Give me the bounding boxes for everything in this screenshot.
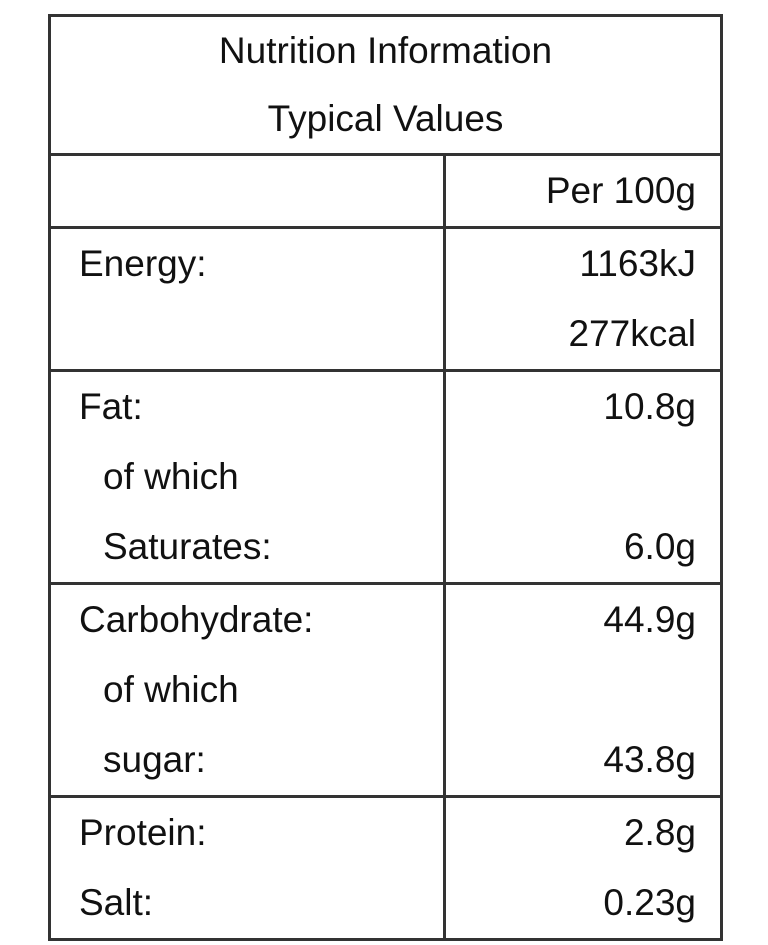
title-row: Nutrition Information Typical Values bbox=[48, 14, 723, 156]
nutrient-row: Energy: 1163kJ 277kcal bbox=[48, 226, 723, 372]
header-row: Per 100g bbox=[48, 153, 723, 229]
nutrient-value: 6.0g bbox=[623, 526, 696, 567]
label-cell: Energy: bbox=[48, 226, 446, 372]
label-cell: Carbohydrate: of which sugar: bbox=[48, 582, 446, 798]
nutrient-label: of which bbox=[103, 456, 239, 497]
header-cell: Per 100g bbox=[443, 153, 723, 229]
nutrient-row: Protein: Salt: 2.8g 0.23g bbox=[48, 795, 723, 941]
title-cell: Nutrition Information Typical Values bbox=[48, 14, 723, 156]
nutrient-label: of which bbox=[103, 669, 239, 710]
nutrient-label: Salt: bbox=[79, 882, 154, 923]
nutrient-label: sugar: bbox=[103, 739, 206, 780]
value-cell: 1163kJ 277kcal bbox=[443, 226, 723, 372]
value-cell: 2.8g 0.23g bbox=[443, 795, 723, 941]
nutrient-value: 10.8g bbox=[603, 386, 696, 427]
nutrient-label: Energy: bbox=[79, 243, 207, 284]
nutrient-value: 44.9g bbox=[603, 599, 696, 640]
nutrient-label: Carbohydrate: bbox=[79, 599, 314, 640]
nutrient-label: Saturates: bbox=[103, 526, 272, 567]
nutrient-row: Carbohydrate: of which sugar: 44.9g 43.8g bbox=[48, 582, 723, 798]
nutrient-value: 43.8g bbox=[603, 739, 696, 780]
nutrient-value: 1163kJ bbox=[579, 243, 696, 284]
spacer bbox=[446, 655, 720, 725]
nutrient-value: 277kcal bbox=[568, 313, 696, 354]
header-empty-cell bbox=[48, 153, 446, 229]
nutrition-table: Nutrition Information Typical Values Per… bbox=[48, 14, 723, 941]
subtitle: Typical Values bbox=[267, 98, 504, 139]
label-cell: Fat: of which Saturates: bbox=[48, 369, 446, 585]
column-header: Per 100g bbox=[545, 170, 696, 211]
spacer bbox=[446, 442, 720, 512]
value-cell: 10.8g 6.0g bbox=[443, 369, 723, 585]
nutrient-label: Protein: bbox=[79, 812, 207, 853]
value-cell: 44.9g 43.8g bbox=[443, 582, 723, 798]
label-cell: Protein: Salt: bbox=[48, 795, 446, 941]
nutrient-value: 2.8g bbox=[623, 812, 696, 853]
nutrient-value: 0.23g bbox=[603, 882, 696, 923]
title: Nutrition Information bbox=[218, 30, 553, 71]
nutrient-label: Fat: bbox=[79, 386, 143, 427]
nutrition-panel: Nutrition Information Typical Values Per… bbox=[48, 14, 723, 941]
nutrient-row: Fat: of which Saturates: 10.8g 6.0g bbox=[48, 369, 723, 585]
spacer bbox=[51, 299, 443, 369]
